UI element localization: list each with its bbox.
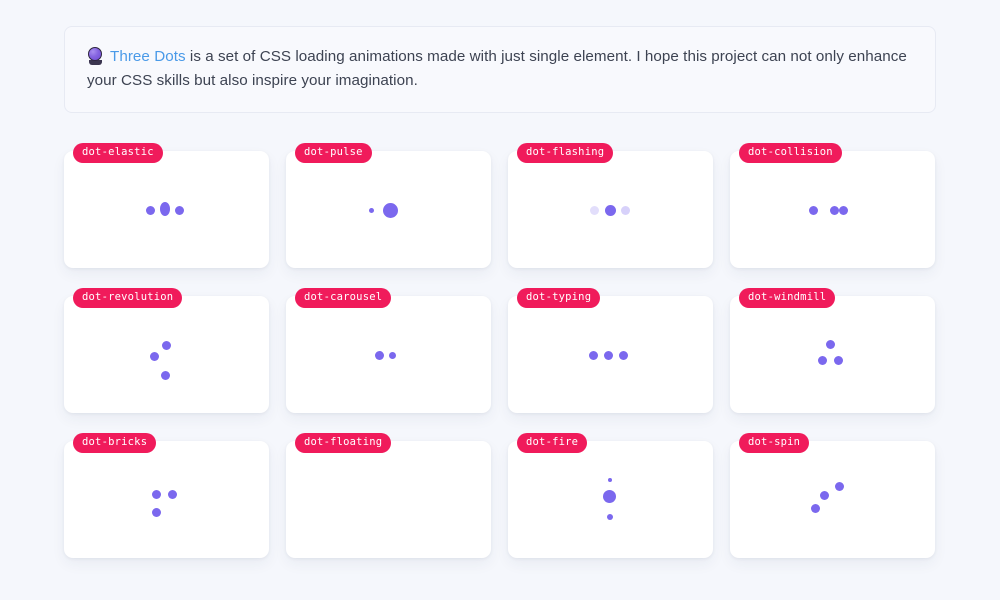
animation-dot	[606, 513, 613, 520]
animation-dot	[161, 340, 171, 350]
card-badge: dot-revolution	[73, 288, 183, 308]
animation-dot	[167, 489, 177, 499]
dot-canvas	[112, 460, 222, 540]
animation-dot	[829, 205, 839, 215]
dot-canvas	[556, 460, 666, 540]
dot-canvas	[556, 170, 666, 250]
animation-dot	[604, 204, 616, 216]
animation-dot	[603, 350, 613, 360]
dot-canvas	[778, 460, 888, 540]
crystal-ball-icon	[87, 47, 104, 65]
animation-dot	[618, 350, 628, 360]
animation-card[interactable]: dot-collision	[730, 143, 935, 269]
dot-animation-stage	[286, 151, 491, 268]
animation-card[interactable]: dot-fire	[508, 433, 713, 559]
card-badge: dot-spin	[739, 433, 810, 453]
dot-canvas	[112, 315, 222, 395]
animation-dot	[833, 355, 843, 365]
dot-animation-stage	[508, 151, 713, 268]
animation-dot	[388, 351, 396, 359]
card-badge: dot-collision	[739, 143, 842, 163]
animation-dot	[149, 351, 159, 361]
dot-animation-stage	[730, 151, 935, 268]
animation-card[interactable]: dot-windmill	[730, 288, 935, 414]
intro-panel: Three Dots is a set of CSS loading anima…	[64, 26, 936, 114]
animation-dot	[825, 339, 835, 349]
dot-animation-stage	[286, 296, 491, 413]
animation-dot	[589, 205, 599, 215]
animation-dot	[588, 350, 598, 360]
card-badge: dot-bricks	[73, 433, 157, 453]
dot-animation-stage	[286, 441, 491, 558]
card-badge: dot-fire	[517, 433, 588, 453]
animation-dot	[607, 477, 612, 482]
card-badge: dot-elastic	[73, 143, 163, 163]
animation-dot	[174, 205, 184, 215]
animation-dot	[817, 355, 827, 365]
animation-card[interactable]: dot-flashing	[508, 143, 713, 269]
dot-animation-stage	[508, 296, 713, 413]
animation-dot	[810, 503, 820, 513]
animation-card[interactable]: dot-typing	[508, 288, 713, 414]
animation-card[interactable]: dot-carousel	[286, 288, 491, 414]
animation-card-grid: dot-elastic dot-pulse dot-flashing dot-coll…	[64, 143, 936, 559]
card-badge: dot-carousel	[295, 288, 392, 308]
dot-animation-stage	[64, 441, 269, 558]
animation-dot	[838, 205, 848, 215]
animation-dot	[834, 481, 844, 491]
card-badge: dot-floating	[295, 433, 392, 453]
animation-dot	[159, 201, 170, 216]
intro-description: is a set of CSS loading animations made …	[87, 48, 907, 89]
dot-animation-stage	[730, 441, 935, 558]
animation-dot	[160, 370, 170, 380]
dot-canvas	[334, 460, 444, 540]
card-badge: dot-pulse	[295, 143, 372, 163]
animation-card[interactable]: dot-pulse	[286, 143, 491, 269]
dot-canvas	[112, 170, 222, 250]
dot-animation-stage	[730, 296, 935, 413]
animation-dot	[620, 205, 630, 215]
animation-dot	[151, 507, 161, 517]
animation-dot	[145, 205, 155, 215]
dot-canvas	[778, 170, 888, 250]
dot-canvas	[334, 170, 444, 250]
dot-animation-stage	[508, 441, 713, 558]
card-badge: dot-flashing	[517, 143, 614, 163]
card-badge: dot-typing	[517, 288, 601, 308]
animation-dot	[819, 490, 829, 500]
animation-dot	[808, 205, 818, 215]
animation-dot	[151, 489, 161, 499]
animation-dot	[368, 207, 374, 213]
dot-canvas	[778, 315, 888, 395]
dot-canvas	[334, 315, 444, 395]
dot-animation-stage	[64, 296, 269, 413]
animation-card[interactable]: dot-floating	[286, 433, 491, 559]
animation-card[interactable]: dot-elastic	[64, 143, 269, 269]
animation-card[interactable]: dot-spin	[730, 433, 935, 559]
intro-text: Three Dots is a set of CSS loading anima…	[87, 45, 913, 92]
dot-animation-stage	[64, 151, 269, 268]
animation-dot	[382, 202, 398, 218]
dot-canvas	[556, 315, 666, 395]
card-badge: dot-windmill	[739, 288, 836, 308]
animation-card[interactable]: dot-bricks	[64, 433, 269, 559]
animation-card[interactable]: dot-revolution	[64, 288, 269, 414]
animation-dot	[374, 350, 384, 360]
three-dots-link[interactable]: Three Dots	[110, 48, 186, 65]
animation-dot	[602, 489, 616, 503]
